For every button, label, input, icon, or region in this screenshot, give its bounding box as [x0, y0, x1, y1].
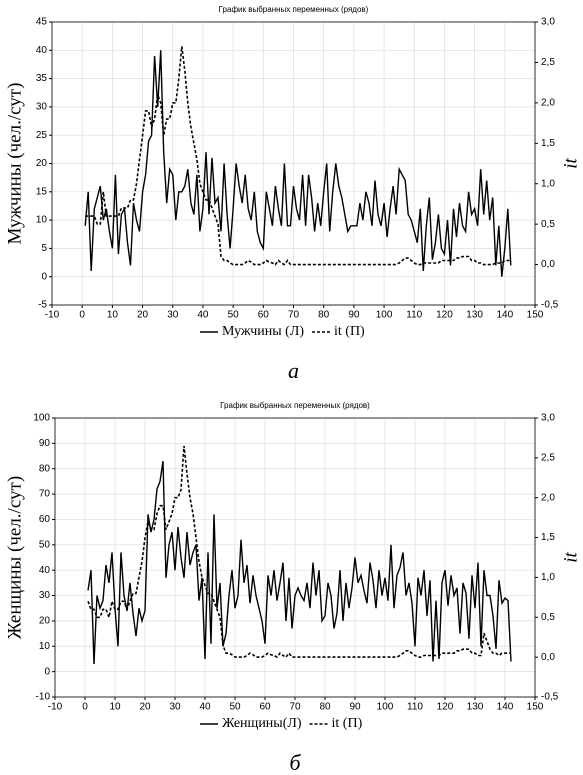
y2-axis-label: it	[560, 552, 581, 563]
x-tick-label: 90	[348, 310, 360, 321]
y2-tick-label: 1,5	[541, 532, 555, 543]
y2-tick-label: 1,0	[541, 178, 555, 189]
x-tick-label: 100	[377, 702, 394, 713]
y-tick-label: 25	[36, 130, 48, 141]
y2-tick-label: 2,0	[541, 492, 555, 503]
y2-tick-label: 2,5	[541, 57, 555, 68]
y-tick-label: 40	[39, 565, 51, 576]
x-tick-label: 40	[197, 310, 209, 321]
x-tick-label: 140	[497, 702, 514, 713]
x-tick-label: 10	[107, 310, 119, 321]
x-tick-label: 70	[288, 310, 300, 321]
series-line	[84, 50, 512, 277]
y2-tick-label: 0,5	[541, 219, 555, 230]
x-tick-label: 20	[137, 310, 149, 321]
x-tick-label: 60	[258, 310, 270, 321]
x-tick-label: 50	[229, 702, 241, 713]
y-tick-label: 70	[39, 489, 51, 500]
y-tick-label: 90	[39, 438, 51, 449]
x-tick-label: 150	[527, 310, 544, 321]
x-tick-label: 0	[82, 702, 88, 713]
y-tick-label: 20	[39, 616, 51, 627]
y-tick-label: -10	[36, 692, 51, 703]
y-tick-label: 30	[39, 590, 51, 601]
x-tick-label: 120	[437, 702, 454, 713]
y2-tick-label: 2,0	[541, 97, 555, 108]
y2-tick-label: -0,5	[541, 300, 559, 311]
x-tick-label: 140	[496, 310, 513, 321]
y2-tick-label: 0,0	[541, 259, 555, 270]
x-tick-label: 100	[376, 310, 393, 321]
x-tick-label: 80	[318, 310, 330, 321]
y-tick-label: 100	[33, 413, 50, 424]
y-tick-label: 0	[44, 666, 50, 677]
x-tick-label: 90	[349, 702, 361, 713]
x-tick-label: 120	[436, 310, 453, 321]
x-tick-label: 150	[527, 702, 544, 713]
x-tick-label: 130	[466, 310, 483, 321]
y-tick-label: 15	[36, 186, 48, 197]
x-tick-label: 0	[79, 310, 85, 321]
x-tick-label: 30	[167, 310, 179, 321]
y2-axis-label: it	[560, 158, 581, 169]
x-tick-label: -10	[48, 702, 63, 713]
x-tick-label: 70	[289, 702, 301, 713]
series-line	[85, 46, 511, 266]
y-tick-label: -5	[38, 300, 47, 311]
legend-label: it (П)	[334, 324, 365, 339]
x-tick-label: 60	[259, 702, 271, 713]
y2-tick-label: -0,5	[541, 692, 559, 703]
y2-tick-label: 3,0	[541, 413, 555, 424]
y-tick-label: 5	[41, 243, 47, 254]
y2-tick-label: 3,0	[541, 17, 555, 28]
y2-tick-label: 0,5	[541, 612, 555, 623]
y2-tick-label: 1,0	[541, 572, 555, 583]
y-tick-label: 10	[36, 215, 48, 226]
plot-frame	[54, 417, 536, 698]
y-tick-label: 10	[39, 641, 51, 652]
x-tick-label: 30	[169, 702, 181, 713]
plot-frame	[51, 21, 536, 306]
legend-label: Женщины(Л)	[222, 716, 302, 731]
series-line	[87, 445, 511, 659]
y-tick-label: 40	[36, 45, 48, 56]
chart-title: График выбранных переменных (рядов)	[219, 5, 369, 14]
series-line	[87, 460, 512, 665]
y-axis-label: Мужчины (чел./сут)	[4, 83, 25, 245]
legend-label: it (П)	[332, 716, 363, 731]
x-tick-label: 80	[319, 702, 331, 713]
legend-label: Мужчины (Л)	[222, 324, 304, 339]
y-axis-label: Женщины (чел./сут)	[4, 476, 25, 639]
x-tick-label: 40	[199, 702, 211, 713]
y-tick-label: 20	[36, 158, 48, 169]
panel-label: а	[288, 358, 299, 383]
y-tick-label: 35	[36, 73, 48, 84]
panel-label: б	[289, 750, 301, 775]
x-tick-label: 130	[467, 702, 484, 713]
x-tick-label: 10	[109, 702, 121, 713]
chart-title: График выбранных переменных (рядов)	[220, 401, 370, 410]
x-tick-label: 20	[139, 702, 151, 713]
y2-tick-label: 2,5	[541, 452, 555, 463]
x-tick-label: -10	[45, 310, 60, 321]
y2-tick-label: 1,5	[541, 138, 555, 149]
y-tick-label: 45	[36, 17, 48, 28]
x-tick-label: 110	[406, 310, 422, 321]
y2-tick-label: 0,0	[541, 652, 555, 663]
y-tick-label: 50	[39, 539, 51, 550]
y-tick-label: 80	[39, 463, 51, 474]
x-tick-label: 110	[407, 702, 423, 713]
y-tick-label: 0	[41, 271, 47, 282]
y-tick-label: 30	[36, 102, 48, 113]
x-tick-label: 50	[228, 310, 240, 321]
y-tick-label: 60	[39, 514, 51, 525]
